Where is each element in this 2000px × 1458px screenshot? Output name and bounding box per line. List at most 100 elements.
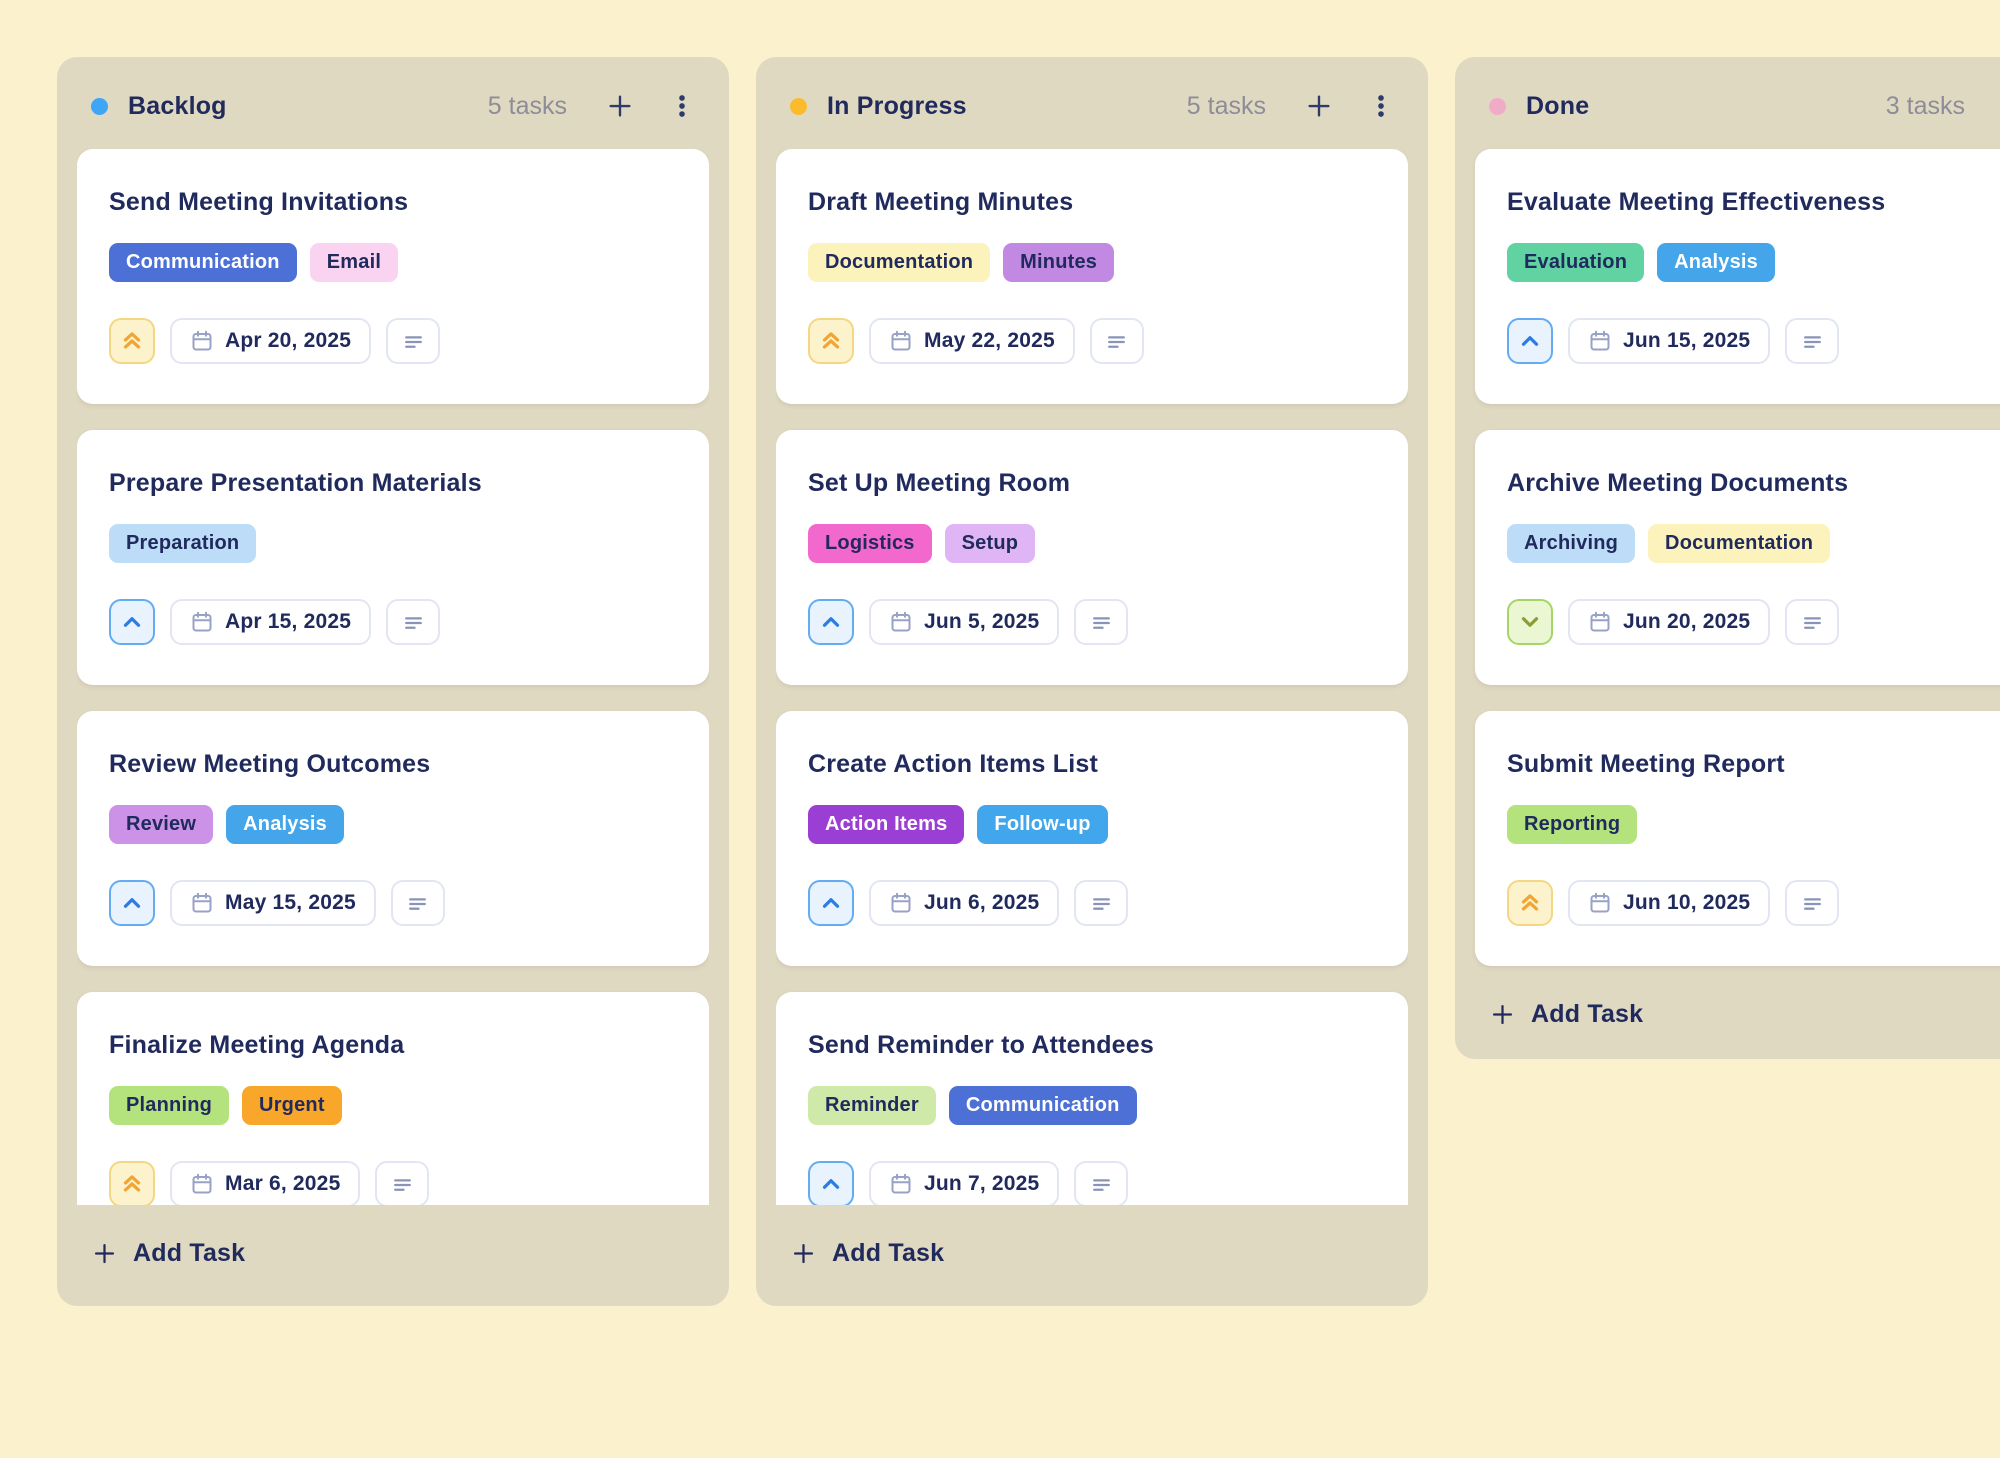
kebab-menu-icon: [1378, 95, 1384, 117]
tag: Planning: [109, 1086, 230, 1125]
task-card[interactable]: Prepare Presentation Materials Preparati…: [77, 430, 709, 685]
chevron-up-icon: [822, 617, 840, 627]
add-card-button[interactable]: [605, 91, 635, 121]
tag: Communication: [948, 1086, 1137, 1125]
column-task-count: 5 tasks: [1186, 91, 1266, 120]
card-meta: Apr 15, 2025: [109, 599, 677, 645]
tag-list: Action Items Follow-up: [808, 805, 1376, 844]
card-meta: Jun 10, 2025: [1507, 880, 2000, 926]
priority-medium-icon[interactable]: [808, 1161, 854, 1205]
task-card[interactable]: Set Up Meeting Room Logistics Setup Jun …: [776, 430, 1408, 685]
description-lines-icon: [1093, 897, 1110, 910]
description-chip[interactable]: [386, 318, 441, 364]
due-date-text: Apr 15, 2025: [225, 610, 352, 633]
task-card[interactable]: Review Meeting Outcomes Review Analysis …: [77, 711, 709, 966]
priority-medium-icon[interactable]: [109, 880, 155, 926]
priority-low-icon[interactable]: [1507, 599, 1553, 645]
tag: Analysis: [226, 805, 345, 844]
task-card[interactable]: Send Meeting Invitations Communication E…: [77, 149, 709, 404]
task-card[interactable]: Submit Meeting Report Reporting Jun 10, …: [1475, 711, 2000, 966]
task-card[interactable]: Send Reminder to Attendees Reminder Comm…: [776, 992, 1408, 1205]
description-chip[interactable]: [390, 880, 445, 926]
task-card[interactable]: Create Action Items List Action Items Fo…: [776, 711, 1408, 966]
tag-list: Reminder Communication: [808, 1086, 1376, 1125]
priority-medium-icon[interactable]: [1507, 318, 1553, 364]
card-meta: Jun 5, 2025: [808, 599, 1376, 645]
due-date-chip[interactable]: Jun 6, 2025: [869, 880, 1060, 926]
priority-medium-icon[interactable]: [808, 599, 854, 645]
tag: Documentation: [808, 243, 991, 282]
priority-high-icon[interactable]: [1507, 880, 1553, 926]
chevron-up-icon: [1521, 336, 1539, 346]
tag: Setup: [944, 524, 1036, 563]
calendar-icon: [1590, 892, 1610, 913]
due-date-chip[interactable]: May 15, 2025: [170, 880, 376, 926]
add-task-label: Add Task: [133, 1239, 246, 1267]
due-date-text: May 15, 2025: [225, 891, 356, 914]
card-meta: May 22, 2025: [808, 318, 1376, 364]
chevrons-up-icon: [1521, 894, 1539, 911]
card-meta: May 15, 2025: [109, 880, 677, 926]
priority-high-icon[interactable]: [109, 1161, 155, 1205]
priority-medium-icon[interactable]: [808, 880, 854, 926]
task-title: Send Meeting Invitations: [109, 188, 409, 216]
chevron-up-icon: [822, 898, 840, 908]
due-date-chip[interactable]: Jun 7, 2025: [869, 1161, 1060, 1205]
description-chip[interactable]: [1785, 318, 1840, 364]
column-title: In Progress: [827, 91, 967, 120]
due-date-text: Jun 7, 2025: [924, 1172, 1040, 1195]
chevron-down-icon: [1521, 617, 1539, 627]
card-list: Draft Meeting Minutes Documentation Minu…: [776, 149, 1408, 1205]
tag: Urgent: [242, 1086, 342, 1125]
task-card[interactable]: Finalize Meeting Agenda Planning Urgent …: [77, 992, 709, 1205]
description-chip[interactable]: [1074, 880, 1129, 926]
column-menu-button[interactable]: [1368, 93, 1394, 119]
task-title: Set Up Meeting Room: [808, 469, 1071, 497]
description-chip[interactable]: [1785, 599, 1840, 645]
description-chip[interactable]: [375, 1161, 430, 1205]
add-card-button[interactable]: [1304, 91, 1334, 121]
calendar-icon: [891, 330, 911, 351]
tag-list: Review Analysis: [109, 805, 677, 844]
due-date-chip[interactable]: Jun 20, 2025: [1568, 599, 1771, 645]
priority-high-icon[interactable]: [109, 318, 155, 364]
card-list: Send Meeting Invitations Communication E…: [77, 149, 709, 1205]
description-chip[interactable]: [1074, 1161, 1129, 1205]
task-title: Review Meeting Outcomes: [109, 750, 431, 778]
tag-list: Reporting: [1507, 805, 2000, 844]
card-meta: Jun 7, 2025: [808, 1161, 1376, 1205]
due-date-chip[interactable]: Apr 15, 2025: [170, 599, 372, 645]
due-date-chip[interactable]: Mar 6, 2025: [170, 1161, 361, 1205]
task-card[interactable]: Draft Meeting Minutes Documentation Minu…: [776, 149, 1408, 404]
due-date-chip[interactable]: Jun 5, 2025: [869, 599, 1060, 645]
task-card[interactable]: Archive Meeting Documents Archiving Docu…: [1475, 430, 2000, 685]
description-lines-icon: [1803, 335, 1821, 348]
due-date-chip[interactable]: Jun 15, 2025: [1568, 318, 1771, 364]
add-task-button[interactable]: Add Task: [91, 1231, 245, 1276]
description-lines-icon: [1803, 897, 1821, 910]
task-title: Archive Meeting Documents: [1507, 469, 1849, 497]
chevron-up-icon: [123, 617, 141, 627]
task-card[interactable]: Evaluate Meeting Effectiveness Evaluatio…: [1475, 149, 2000, 404]
description-chip[interactable]: [386, 599, 441, 645]
add-task-button[interactable]: Add Task: [790, 1231, 944, 1276]
due-date-chip[interactable]: Apr 20, 2025: [170, 318, 372, 364]
task-title: Evaluate Meeting Effectiveness: [1507, 188, 1886, 216]
tag: Review: [109, 805, 214, 844]
description-chip[interactable]: [1074, 599, 1129, 645]
chevrons-up-icon: [822, 332, 840, 349]
chevrons-up-icon: [123, 332, 141, 349]
column-menu-button[interactable]: [669, 93, 695, 119]
description-chip[interactable]: [1785, 880, 1840, 926]
description-chip[interactable]: [1089, 318, 1144, 364]
chevrons-up-icon: [123, 1175, 141, 1192]
column-header: Done 3 tasks: [1475, 77, 2000, 149]
priority-high-icon[interactable]: [808, 318, 854, 364]
add-task-button[interactable]: Add Task: [1489, 992, 1643, 1037]
add-task-label: Add Task: [1531, 1000, 1644, 1028]
priority-medium-icon[interactable]: [109, 599, 155, 645]
task-title: Draft Meeting Minutes: [808, 188, 1074, 216]
tag: Reminder: [808, 1086, 936, 1125]
due-date-chip[interactable]: Jun 10, 2025: [1568, 880, 1771, 926]
due-date-chip[interactable]: May 22, 2025: [869, 318, 1075, 364]
